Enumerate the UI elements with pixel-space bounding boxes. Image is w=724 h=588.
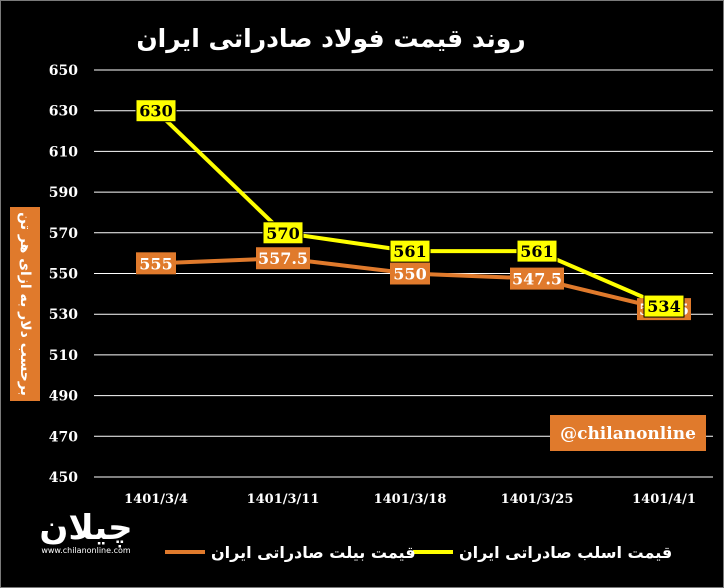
y-tick-label: 590 bbox=[49, 185, 78, 201]
data-label-box bbox=[135, 99, 177, 123]
legend-label-slab: قیمت اسلب صادراتی ایران bbox=[459, 543, 672, 562]
x-tick-label: 1401/3/25 bbox=[501, 492, 574, 507]
data-label-box bbox=[390, 262, 430, 285]
data-label-text: 547.5 bbox=[512, 270, 562, 289]
data-label-text: 550 bbox=[393, 265, 426, 284]
logo: چیلان www.chilanonline.com bbox=[39, 508, 132, 555]
y-axis-label: برحسب دلار به ازای هر تن bbox=[17, 212, 33, 396]
y-tick-label: 490 bbox=[49, 389, 78, 405]
data-label-text: 561 bbox=[520, 242, 553, 261]
data-label-billet: 557.5 bbox=[256, 247, 310, 270]
y-tick-label: 470 bbox=[49, 429, 78, 445]
legend: قیمت اسلب صادراتی ایران قیمت بیلت صادرات… bbox=[165, 543, 672, 562]
data-label-text: 555 bbox=[139, 254, 172, 273]
y-tick-label: 570 bbox=[49, 226, 78, 242]
x-tick-label: 1401/4/1 bbox=[632, 492, 696, 507]
y-tick-label: 630 bbox=[49, 104, 78, 120]
chart-title: روند قیمت فولاد صادراتی ایران bbox=[136, 24, 525, 54]
data-label-slab: 570 bbox=[262, 221, 304, 245]
data-label-slab: 561 bbox=[389, 239, 431, 263]
data-label-billet: 555 bbox=[136, 252, 176, 275]
watermark-handle: @chilanonline bbox=[560, 424, 696, 444]
data-label-box bbox=[256, 247, 310, 270]
logo-text: چیلان bbox=[39, 508, 132, 548]
watermark-handle-badge: @chilanonline bbox=[550, 415, 706, 451]
legend-item-slab: قیمت اسلب صادراتی ایران bbox=[413, 543, 672, 562]
logo-url: www.chilanonline.com bbox=[41, 546, 131, 555]
x-tick-label: 1401/3/11 bbox=[247, 492, 320, 507]
data-label-box bbox=[262, 221, 304, 245]
data-label-text: 561 bbox=[393, 242, 426, 261]
y-tick-label: 650 bbox=[49, 63, 78, 79]
y-axis-label-badge: برحسب دلار به ازای هر تن bbox=[10, 207, 40, 401]
y-tick-label: 450 bbox=[49, 470, 78, 486]
y-tick-label: 530 bbox=[49, 307, 78, 323]
data-label-billet: 550 bbox=[390, 262, 430, 285]
data-label-slab: 534 bbox=[643, 294, 685, 318]
y-tick-label: 610 bbox=[49, 144, 78, 160]
data-label-slab: 630 bbox=[135, 99, 177, 123]
y-axis-ticks: 450 470 490 510 530 550 570 590 610 630 650 bbox=[49, 63, 78, 486]
x-tick-label: 1401/3/18 bbox=[374, 492, 447, 507]
legend-item-billet: قیمت بیلت صادراتی ایران bbox=[165, 543, 416, 562]
data-label-text: 557.5 bbox=[258, 249, 308, 268]
data-label-box bbox=[389, 239, 431, 263]
data-label-box bbox=[510, 267, 564, 290]
y-tick-label: 550 bbox=[49, 267, 78, 283]
data-label-box bbox=[643, 294, 685, 318]
data-label-box bbox=[516, 239, 558, 263]
data-label-slab: 561 bbox=[516, 239, 558, 263]
data-label-text: 570 bbox=[266, 224, 299, 243]
x-tick-label: 1401/3/4 bbox=[124, 492, 188, 507]
legend-label-billet: قیمت بیلت صادراتی ایران bbox=[211, 543, 416, 562]
data-label-text: 630 bbox=[139, 102, 172, 121]
data-label-text: 534 bbox=[647, 297, 680, 316]
x-axis-ticks: 1401/3/4 1401/3/11 1401/3/18 1401/3/25 1401/… bbox=[124, 492, 696, 507]
data-label-billet: 547.5 bbox=[510, 267, 564, 290]
data-label-box bbox=[136, 252, 176, 275]
y-tick-label: 510 bbox=[49, 348, 78, 364]
